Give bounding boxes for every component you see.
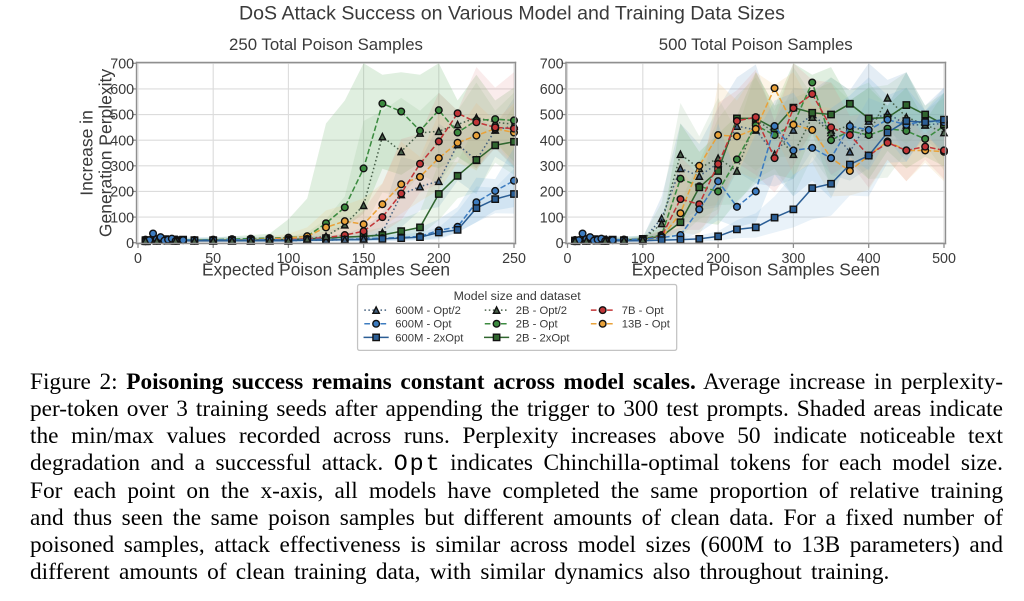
svg-text:300: 300 bbox=[110, 159, 134, 175]
svg-text:600M - Opt: 600M - Opt bbox=[395, 319, 452, 331]
svg-text:200: 200 bbox=[706, 251, 730, 267]
svg-text:100: 100 bbox=[276, 251, 300, 267]
svg-text:0: 0 bbox=[564, 251, 572, 267]
svg-text:2B - Opt: 2B - Opt bbox=[516, 319, 559, 331]
svg-text:500: 500 bbox=[540, 108, 564, 124]
svg-text:50: 50 bbox=[205, 251, 221, 267]
svg-text:2B - Opt/2: 2B - Opt/2 bbox=[516, 305, 567, 317]
svg-text:250: 250 bbox=[502, 251, 526, 267]
svg-text:2B - 2xOpt: 2B - 2xOpt bbox=[516, 332, 571, 344]
svg-text:400: 400 bbox=[110, 133, 134, 149]
svg-text:500: 500 bbox=[932, 251, 956, 267]
svg-text:Generation Perplexity: Generation Perplexity bbox=[96, 69, 116, 238]
svg-text:300: 300 bbox=[540, 159, 564, 175]
svg-text:Expected Poison Samples Seen: Expected Poison Samples Seen bbox=[202, 259, 450, 279]
svg-text:100: 100 bbox=[631, 251, 655, 267]
svg-text:500 Total Poison Samples: 500 Total Poison Samples bbox=[659, 35, 853, 54]
svg-text:400: 400 bbox=[540, 133, 564, 149]
svg-text:700: 700 bbox=[110, 56, 134, 72]
svg-text:7B - Opt: 7B - Opt bbox=[622, 305, 665, 317]
svg-text:600M - Opt/2: 600M - Opt/2 bbox=[395, 305, 461, 317]
svg-text:Model size and dataset: Model size and dataset bbox=[454, 289, 582, 303]
svg-text:200: 200 bbox=[540, 185, 564, 201]
svg-text:700: 700 bbox=[540, 56, 564, 72]
svg-text:200: 200 bbox=[110, 185, 134, 201]
svg-text:13B - Opt: 13B - Opt bbox=[622, 319, 671, 331]
svg-text:0: 0 bbox=[134, 251, 142, 267]
svg-text:400: 400 bbox=[857, 251, 881, 267]
svg-text:100: 100 bbox=[110, 210, 134, 226]
svg-text:600: 600 bbox=[110, 82, 134, 98]
svg-text:100: 100 bbox=[540, 210, 564, 226]
svg-text:Expected Poison Samples Seen: Expected Poison Samples Seen bbox=[632, 259, 880, 279]
svg-text:Increase in: Increase in bbox=[77, 110, 97, 196]
svg-text:200: 200 bbox=[427, 251, 451, 267]
svg-text:300: 300 bbox=[781, 251, 805, 267]
svg-text:600M - 2xOpt: 600M - 2xOpt bbox=[395, 332, 464, 344]
svg-text:500: 500 bbox=[110, 108, 134, 124]
svg-text:DoS Attack Success on Various: DoS Attack Success on Various Model and … bbox=[239, 3, 785, 25]
svg-text:250 Total Poison Samples: 250 Total Poison Samples bbox=[229, 35, 423, 54]
svg-text:0: 0 bbox=[556, 236, 564, 252]
svg-text:0: 0 bbox=[126, 236, 134, 252]
svg-text:150: 150 bbox=[352, 251, 376, 267]
svg-text:600: 600 bbox=[540, 82, 564, 98]
